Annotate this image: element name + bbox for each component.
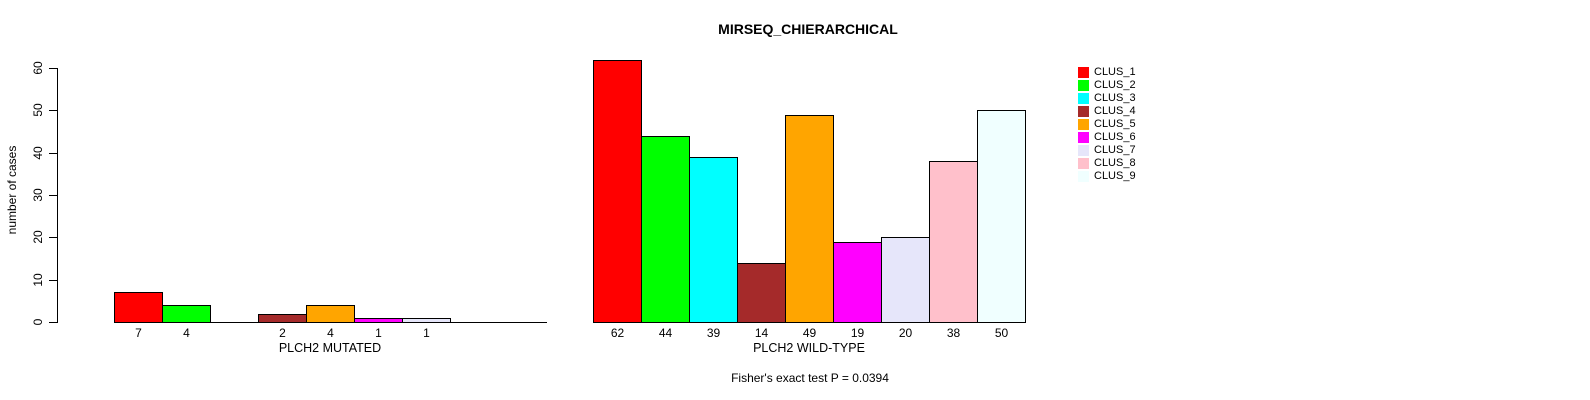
bar-value-label: 4 bbox=[183, 326, 190, 340]
legend-swatch-icon bbox=[1078, 119, 1089, 130]
x-axis-label: PLCH2 MUTATED bbox=[278, 341, 382, 355]
bar-CLUS_4 bbox=[737, 263, 786, 323]
legend-swatch-icon bbox=[1078, 145, 1089, 156]
y-tick-label: 10 bbox=[31, 273, 45, 287]
legend-label: CLUS_8 bbox=[1094, 157, 1136, 169]
bar-CLUS_1 bbox=[593, 60, 642, 323]
legend-swatch-icon bbox=[1078, 171, 1089, 182]
legend-item-CLUS_1: CLUS_1 bbox=[1078, 66, 1136, 79]
legend-item-CLUS_3: CLUS_3 bbox=[1078, 92, 1136, 105]
x-axis-label: PLCH2 WILD-TYPE bbox=[753, 341, 865, 355]
y-axis-line bbox=[57, 68, 58, 323]
y-axis-label: number of cases bbox=[5, 145, 19, 235]
legend-item-CLUS_7: CLUS_7 bbox=[1078, 144, 1136, 157]
y-tick-label: 40 bbox=[31, 146, 45, 160]
legend-label: CLUS_5 bbox=[1094, 118, 1136, 130]
legend-item-CLUS_8: CLUS_8 bbox=[1078, 157, 1136, 170]
bar-CLUS_2 bbox=[162, 305, 211, 323]
bar-CLUS_2 bbox=[641, 136, 690, 323]
bar-CLUS_7 bbox=[402, 318, 451, 323]
legend-item-CLUS_6: CLUS_6 bbox=[1078, 131, 1136, 144]
bar-CLUS_7 bbox=[881, 237, 930, 323]
chart-title: MIRSEQ_CHIERARCHICAL bbox=[718, 21, 898, 37]
legend-swatch-icon bbox=[1078, 106, 1089, 117]
legend-item-CLUS_4: CLUS_4 bbox=[1078, 105, 1136, 118]
bar-CLUS_1 bbox=[114, 292, 163, 323]
y-tick-label: 50 bbox=[31, 103, 45, 117]
bar-CLUS_4 bbox=[258, 314, 307, 323]
y-tick-mark bbox=[49, 280, 57, 281]
legend-swatch-icon bbox=[1078, 158, 1089, 169]
y-tick-mark bbox=[49, 322, 57, 323]
legend-label: CLUS_2 bbox=[1094, 79, 1136, 91]
bar-CLUS_3 bbox=[689, 157, 738, 323]
bar-value-label: 7 bbox=[135, 326, 142, 340]
bar-value-label: 4 bbox=[327, 326, 334, 340]
legend-label: CLUS_6 bbox=[1094, 131, 1136, 143]
bar-value-label: 39 bbox=[706, 326, 721, 340]
bar-value-label: 20 bbox=[898, 326, 913, 340]
bar-value-label: 1 bbox=[423, 326, 430, 340]
y-tick-mark bbox=[49, 237, 57, 238]
legend-label: CLUS_9 bbox=[1094, 170, 1136, 182]
y-tick-label: 30 bbox=[31, 188, 45, 202]
bar-CLUS_8 bbox=[929, 161, 978, 323]
fisher-test-note: Fisher's exact test P = 0.0394 bbox=[731, 371, 889, 385]
legend: CLUS_1 CLUS_2 CLUS_3 CLUS_4 CLUS_5 CLUS_6 CLUS… bbox=[1078, 66, 1136, 183]
bar-CLUS_9 bbox=[977, 110, 1026, 323]
y-tick-mark bbox=[49, 110, 57, 111]
bar-value-label: 38 bbox=[946, 326, 961, 340]
y-tick-label: 20 bbox=[31, 230, 45, 244]
y-tick-mark bbox=[49, 68, 57, 69]
legend-item-CLUS_2: CLUS_2 bbox=[1078, 79, 1136, 92]
bar-CLUS_6 bbox=[833, 242, 882, 323]
y-tick-mark bbox=[49, 153, 57, 154]
legend-label: CLUS_4 bbox=[1094, 105, 1136, 117]
legend-swatch-icon bbox=[1078, 67, 1089, 78]
bar-CLUS_6 bbox=[354, 318, 403, 323]
legend-swatch-icon bbox=[1078, 93, 1089, 104]
bar-value-label: 44 bbox=[658, 326, 673, 340]
legend-item-CLUS_9: CLUS_9 bbox=[1078, 170, 1136, 183]
bar-CLUS_5 bbox=[785, 115, 834, 323]
bar-value-label: 49 bbox=[802, 326, 817, 340]
bar-value-label: 19 bbox=[850, 326, 865, 340]
legend-swatch-icon bbox=[1078, 80, 1089, 91]
legend-label: CLUS_7 bbox=[1094, 144, 1136, 156]
y-tick-label: 0 bbox=[31, 318, 45, 326]
bar-value-label: 14 bbox=[754, 326, 769, 340]
bar-value-label: 2 bbox=[279, 326, 286, 340]
y-tick-label: 60 bbox=[31, 61, 45, 75]
y-tick-mark bbox=[49, 195, 57, 196]
legend-label: CLUS_3 bbox=[1094, 92, 1136, 104]
legend-swatch-icon bbox=[1078, 132, 1089, 143]
legend-item-CLUS_5: CLUS_5 bbox=[1078, 118, 1136, 131]
legend-label: CLUS_1 bbox=[1094, 66, 1136, 78]
bar-value-label: 50 bbox=[994, 326, 1009, 340]
bar-CLUS_5 bbox=[306, 305, 355, 323]
bar-value-label: 62 bbox=[610, 326, 625, 340]
bar-value-label: 1 bbox=[375, 326, 382, 340]
